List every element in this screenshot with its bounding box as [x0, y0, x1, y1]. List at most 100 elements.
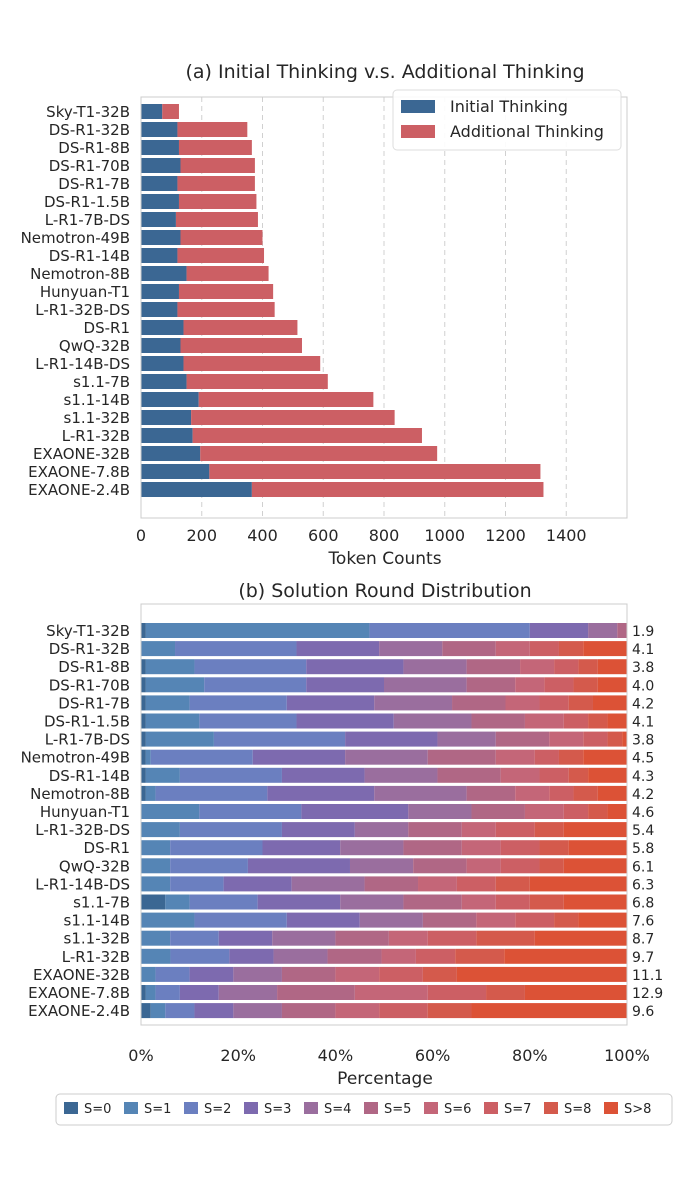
chart-b-category-label: L-R1-32B-DS	[35, 821, 130, 839]
bar-segment-s-6	[461, 894, 496, 910]
bar-segment-s-2	[189, 695, 287, 711]
bar-segment-s-3	[345, 731, 438, 747]
bar-segment-s-8	[588, 804, 608, 819]
bar-initial-thinking	[141, 338, 181, 353]
bar-segment-s-4	[340, 894, 404, 910]
chart-b-category-label: DS-R1-8B	[58, 658, 130, 676]
bar-initial-thinking	[141, 392, 199, 407]
bar-segment-s-2	[175, 641, 297, 657]
chart-a-category-label: s1.1-14B	[64, 391, 130, 409]
bar-additional-thinking	[178, 140, 252, 155]
bar-segment-sgt8	[597, 785, 627, 801]
bar-segment-s-5	[281, 1003, 336, 1019]
bar-segment-sgt8	[563, 822, 627, 838]
bar-segment-s-5	[327, 948, 382, 964]
bar-segment-s-3	[252, 749, 346, 765]
chart-b-mean-round-label: 4.3	[632, 769, 654, 785]
chart-b-mean-round-label: 12.9	[632, 986, 663, 1002]
bar-additional-thinking	[177, 122, 248, 137]
bar-segment-s-7	[549, 785, 574, 801]
bar-segment-sgt8	[607, 713, 627, 729]
bar-segment-s-8	[568, 767, 589, 783]
bar-segment-sgt8	[456, 966, 627, 982]
bar-segment-sgt8	[568, 840, 627, 856]
legend-b-swatch	[184, 1102, 198, 1114]
chart-b-mean-round-label: 7.6	[632, 914, 654, 930]
chart-solution-round-distribution: (b) Solution Round Distribution Sky-T1-3…	[21, 580, 673, 1126]
bar-initial-thinking	[141, 410, 192, 425]
bar-segment-s-1	[141, 822, 180, 838]
legend-b-swatch	[304, 1102, 318, 1114]
bar-segment-s-7	[500, 858, 540, 874]
bar-segment-s-4	[393, 713, 472, 729]
chart-b-xtick-label: 100%	[604, 1046, 650, 1065]
bar-initial-thinking	[141, 194, 179, 209]
bar-additional-thinking	[192, 428, 422, 443]
chart-b-mean-round-label: 3.8	[632, 660, 654, 676]
chart-b-xtick-label: 0%	[128, 1046, 153, 1065]
bar-segment-s-2	[199, 804, 302, 819]
chart-a-xtick-label: 0	[136, 526, 146, 545]
bar-segment-s-2	[179, 767, 282, 783]
bar-segment-s-5	[617, 623, 627, 638]
chart-b-category-label: QwQ-32B	[59, 857, 130, 875]
legend-b-swatch	[424, 1102, 438, 1114]
bar-initial-thinking	[141, 266, 187, 281]
bar-additional-thinking	[175, 212, 258, 227]
bar-initial-thinking	[141, 248, 178, 263]
chart-b-category-label: L-R1-32B	[62, 948, 130, 966]
bar-segment-s-6	[500, 767, 540, 783]
chart-a-category-label: DS-R1-7B	[58, 175, 130, 193]
bar-segment-s-1	[141, 858, 171, 874]
bar-segment-s-5	[466, 677, 516, 693]
bar-segment-s-6	[388, 930, 428, 946]
bar-segment-s-4	[233, 1003, 282, 1019]
bar-segment-s-2	[170, 948, 230, 964]
chart-b-xlabel: Percentage	[337, 1069, 433, 1089]
bar-additional-thinking	[186, 374, 328, 389]
bar-segment-s-7	[534, 749, 559, 765]
bar-segment-s-7	[495, 894, 530, 910]
bar-initial-thinking	[141, 158, 181, 173]
chart-b-category-label: DS-R1-70B	[49, 676, 130, 694]
legend-b-swatch	[124, 1102, 138, 1114]
bar-initial-thinking	[141, 374, 187, 389]
chart-b-legend: S=0 S=1 S=2 S=3 S=4 S=5 S=6 S=7 S=8 S>8	[55, 1093, 673, 1126]
bar-additional-thinking	[177, 248, 265, 263]
chart-a-category-label: L-R1-7B-DS	[45, 211, 130, 229]
bar-initial-thinking	[141, 122, 178, 137]
bar-segment-s-5	[471, 713, 525, 729]
chart-a-category-label: L-R1-14B-DS	[35, 355, 130, 373]
bar-segment-sgt8	[622, 731, 627, 747]
bar-segment-s-1	[145, 767, 180, 783]
chart-a-frame	[140, 96, 628, 519]
bar-segment-s-7	[427, 985, 487, 1000]
legend-b-label: S>8	[624, 1102, 651, 1117]
bar-initial-thinking	[141, 428, 193, 443]
chart-a-category-label: L-R1-32B	[62, 427, 130, 445]
chart-a-category-label: DS-R1-14B	[49, 247, 130, 265]
bar-additional-thinking	[178, 194, 257, 209]
chart-b-xtick-label: 80%	[512, 1046, 548, 1065]
bar-segment-s-5	[422, 912, 477, 928]
bar-segment-s-7	[456, 876, 496, 892]
bar-segment-s-7	[563, 804, 589, 819]
chart-b-category-label: Sky-T1-32B	[46, 622, 130, 640]
bar-segment-s-4	[588, 623, 618, 638]
bar-initial-thinking	[141, 104, 163, 119]
chart-b-xtick-label: 20%	[220, 1046, 256, 1065]
bar-segment-s-3	[247, 858, 350, 874]
bar-additional-thinking	[198, 392, 374, 407]
bar-segment-s-4	[349, 858, 414, 874]
chart-a-title: (a) Initial Thinking v.s. Additional Thi…	[185, 61, 584, 83]
bar-segment-s-7	[554, 659, 579, 675]
chart-a-category-label: DS-R1-70B	[49, 157, 130, 175]
bar-segment-s-7	[427, 930, 477, 946]
bar-segment-s-2	[170, 930, 219, 946]
bar-initial-thinking	[141, 176, 178, 191]
bar-segment-sgt8	[578, 912, 627, 928]
bar-segment-sgt8	[504, 948, 627, 964]
bar-segment-s-4	[354, 822, 409, 838]
bar-segment-s-4	[408, 804, 472, 819]
bar-initial-thinking	[141, 320, 184, 335]
